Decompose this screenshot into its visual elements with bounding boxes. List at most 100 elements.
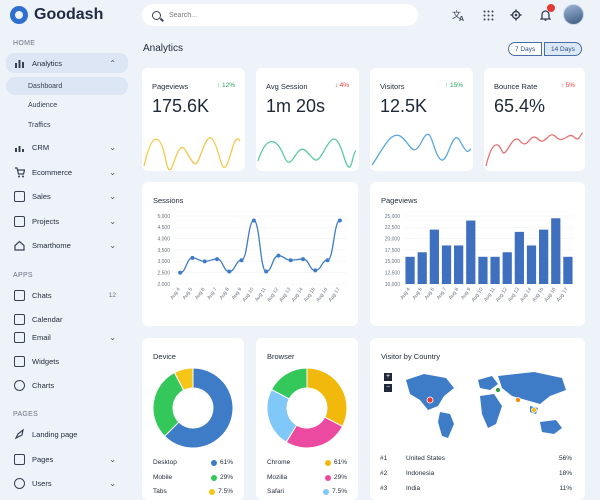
y-tick-label: 3,500 — [157, 248, 170, 254]
map-zoom-out-button[interactable]: − — [384, 384, 392, 392]
pageviews-bar — [526, 245, 537, 284]
sidebar-item-label: Calendar — [32, 314, 63, 324]
country-row: #3 India 11% — [380, 485, 572, 492]
sidebar-item-widgets[interactable]: Widgets — [6, 351, 128, 371]
gear-icon[interactable] — [508, 7, 524, 23]
legend-row: Mobile 29% — [153, 474, 233, 481]
visitor-country-card: Visitor by Country + − — [370, 338, 585, 500]
x-tick-label: Aug 8 — [219, 287, 232, 301]
bell-icon[interactable] — [537, 4, 555, 23]
sessions-line — [179, 219, 341, 274]
sessions-point — [178, 270, 183, 275]
country-rank: #2 — [380, 470, 388, 477]
legend-name: Mozilla — [267, 474, 288, 481]
legend-row: Safari 7.5% — [267, 488, 347, 495]
card-title: Sessions — [153, 196, 184, 205]
sidebar-subitem-audience[interactable]: Audience — [28, 101, 58, 109]
sidebar-subitem-dashboard[interactable]: Dashboard — [6, 77, 128, 95]
sidebar-item-analytics[interactable]: Analytics ⌃ — [6, 53, 128, 73]
sessions-point — [301, 257, 305, 262]
search-input[interactable] — [169, 11, 389, 19]
legend-dot — [323, 488, 330, 495]
sidebar-item-charts[interactable]: Charts — [6, 375, 128, 395]
card-title: Device — [153, 352, 176, 361]
y-tick-label: 5,000 — [157, 214, 170, 220]
cart-icon — [14, 166, 26, 178]
legend-name: Desktop — [153, 459, 177, 466]
apps-grid-icon[interactable] — [480, 7, 496, 23]
sales-icon — [14, 190, 25, 202]
sessions-point — [227, 269, 232, 274]
sidebar-item-label: Widgets — [32, 356, 60, 366]
logo[interactable]: Goodash — [10, 6, 103, 24]
range-7-days-button[interactable]: 7 Days — [508, 42, 543, 56]
country-name: India — [406, 485, 421, 492]
sidebar-item-ecommerce[interactable]: Ecommerce ⌄ — [6, 162, 128, 182]
x-tick-label: Aug 10 — [241, 287, 255, 304]
sidebar-item-label: Pages — [32, 454, 54, 464]
avatar[interactable] — [563, 4, 584, 25]
stat-change: ↓ 4% — [334, 82, 349, 89]
sidebar-item-pages[interactable]: Pages ⌄ — [6, 449, 128, 469]
range-14-days-button[interactable]: 14 Days — [544, 42, 582, 56]
x-tick-label: Aug 5 — [411, 287, 424, 301]
sidebar-item-smarthome[interactable]: Smarthome ⌄ — [6, 235, 128, 255]
x-tick-label: Aug 6 — [194, 287, 207, 301]
stat-change: ↑ 5% — [560, 82, 575, 89]
sidebar-item-label: Users — [32, 478, 52, 488]
section-apps: Apps — [13, 272, 33, 279]
donut-slice — [306, 367, 348, 428]
country-name: United States — [406, 455, 446, 462]
search-bar[interactable] — [142, 4, 418, 26]
stat-label: Bounce Rate — [494, 82, 538, 91]
card-title: Browser — [267, 352, 295, 361]
y-tick-label: 12,500 — [385, 270, 401, 276]
pageviews-bar — [454, 245, 464, 284]
chevron-up-icon: ⌃ — [109, 58, 116, 68]
sidebar-item-projects[interactable]: Projects ⌄ — [6, 211, 128, 231]
calendar-icon — [14, 313, 25, 325]
map-zoom-in-button[interactable]: + — [384, 373, 392, 381]
y-tick-label: 20,000 — [385, 236, 401, 242]
sessions-point — [239, 258, 244, 263]
stat-change: ↑ 15% — [444, 82, 463, 89]
legend-pct: 61% — [219, 459, 233, 466]
sidebar-item-label: Email — [32, 332, 51, 342]
sidebar-item-calendar[interactable]: Calendar — [6, 309, 128, 329]
legend-name: Mobile — [153, 474, 173, 481]
sidebar-item-crm[interactable]: CRM ⌄ — [6, 137, 128, 157]
sidebar-item-email[interactable]: Email ⌄ — [6, 327, 128, 347]
pageviews-bar — [563, 256, 573, 284]
country-pct: 11% — [559, 485, 572, 492]
legend-row: Tabs 7.5% — [153, 488, 233, 495]
pages-icon — [14, 453, 25, 465]
stat-card-avg-session: Avg Session ↓ 4% 1m 20s — [256, 68, 359, 171]
x-tick-label: Aug 7 — [206, 287, 219, 301]
stat-sparkline — [143, 137, 241, 171]
page-title: Analytics — [143, 43, 184, 54]
svg-text:A: A — [459, 16, 464, 22]
chevron-down-icon: ⌄ — [109, 216, 116, 226]
legend-dot — [324, 474, 331, 481]
stat-sparkline — [257, 138, 357, 168]
section-pages: Pages — [13, 411, 39, 418]
users-icon — [14, 477, 25, 489]
legend-dot — [210, 474, 217, 481]
pageviews-bar — [490, 256, 500, 284]
stat-sparkline — [485, 132, 584, 167]
chevron-down-icon: ⌄ — [109, 191, 116, 201]
sidebar-item-chats[interactable]: Chats 12 — [6, 285, 128, 305]
sidebar-subitem-traffics[interactable]: Traffics — [28, 121, 51, 129]
bar-chart-icon — [14, 58, 25, 69]
stat-label: Avg Session — [266, 82, 308, 91]
search-icon — [152, 10, 161, 20]
rocket-icon — [14, 428, 25, 440]
stat-sparkline — [371, 133, 472, 166]
x-tick-label: Aug 8 — [448, 287, 461, 301]
y-tick-label: 2,500 — [157, 270, 170, 276]
sidebar-item-sales[interactable]: Sales ⌄ — [6, 186, 128, 206]
sidebar-item-landing-page[interactable]: Landing page — [6, 424, 128, 444]
browser-card: Browser Chrome 61% Mozilla 29% Safari 7.5% — [256, 338, 358, 500]
sidebar-item-users[interactable]: Users ⌄ — [6, 473, 128, 493]
